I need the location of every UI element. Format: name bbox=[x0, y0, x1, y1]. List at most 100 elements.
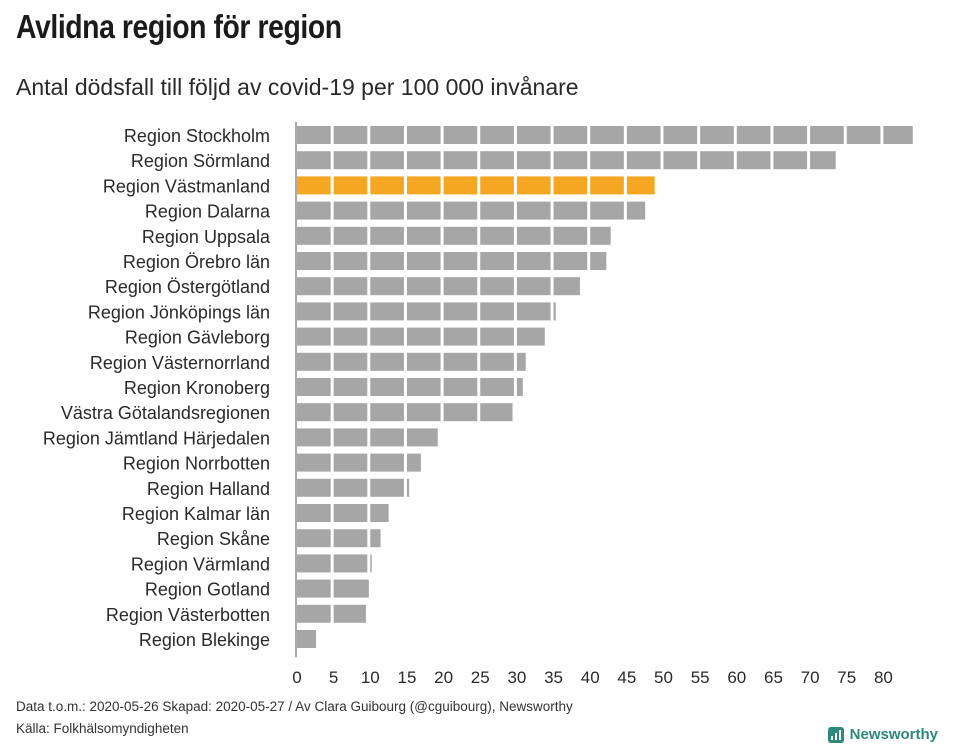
bar-segment bbox=[333, 302, 368, 321]
bar-segment bbox=[333, 529, 368, 548]
bar-segment bbox=[333, 604, 366, 623]
bar-segment bbox=[553, 302, 556, 321]
bar-segment bbox=[480, 201, 514, 220]
bar-segment bbox=[810, 151, 836, 170]
bar-segment bbox=[370, 453, 404, 472]
category-label: Region Kalmar län bbox=[122, 504, 270, 524]
bar-segment bbox=[333, 428, 368, 447]
category-label: Region Jämtland Härjedalen bbox=[43, 428, 270, 448]
x-tick-label: 45 bbox=[617, 668, 636, 687]
bar bbox=[297, 579, 369, 598]
brand-name: Newsworthy bbox=[849, 726, 938, 743]
bar-segment bbox=[406, 176, 441, 195]
bar-segment bbox=[406, 201, 441, 220]
bar-segment bbox=[333, 252, 368, 270]
bar-segment bbox=[370, 176, 404, 195]
bar-segment bbox=[333, 554, 368, 573]
bar-segment bbox=[370, 277, 404, 296]
bar-segment bbox=[553, 226, 588, 245]
bar-segment bbox=[480, 403, 513, 422]
category-label: Region Gotland bbox=[145, 580, 270, 600]
bar-segment bbox=[297, 352, 331, 371]
footer-credits: Data t.o.m.: 2020-05-26 Skapad: 2020-05-… bbox=[16, 699, 573, 714]
bar-segment bbox=[553, 252, 588, 270]
chart-subtitle: Antal dödsfall till följd av covid-19 pe… bbox=[16, 74, 579, 100]
bar-segment bbox=[590, 126, 624, 144]
bar-segment bbox=[297, 554, 331, 573]
category-label: Region Skåne bbox=[157, 529, 270, 549]
bar-segment bbox=[297, 478, 331, 497]
bar bbox=[297, 201, 646, 220]
bar-segment bbox=[297, 302, 331, 321]
bar-segment bbox=[406, 252, 441, 270]
bar-segment bbox=[883, 126, 913, 144]
brand: Newsworthy bbox=[827, 726, 938, 743]
category-label: Region Östergötland bbox=[105, 277, 270, 297]
bar-segment bbox=[443, 378, 478, 396]
bar-segment bbox=[516, 126, 551, 144]
bar-segment bbox=[443, 126, 478, 144]
bar-segment bbox=[480, 176, 514, 195]
bar-segment bbox=[736, 126, 771, 144]
bar-segment bbox=[516, 277, 551, 296]
bar-segment bbox=[297, 252, 331, 270]
x-tick-label: 15 bbox=[397, 668, 416, 687]
bar-segment bbox=[370, 151, 404, 170]
category-label: Västra Götalandsregionen bbox=[61, 403, 270, 423]
bar bbox=[297, 252, 607, 270]
bar-segment bbox=[297, 378, 331, 396]
bar-segment bbox=[370, 504, 389, 522]
bar-segment bbox=[370, 327, 404, 346]
bar-segment bbox=[333, 453, 368, 472]
bar-segment bbox=[333, 478, 368, 497]
bar-segment bbox=[516, 302, 551, 321]
bar-segment bbox=[297, 403, 331, 422]
bar-segment bbox=[443, 277, 478, 296]
bar bbox=[297, 378, 523, 396]
category-label: Region Västerbotten bbox=[106, 605, 270, 625]
bar-chart: Region Stockholm Region Sörmland Region Vä… bbox=[43, 122, 913, 687]
bar-segment bbox=[590, 252, 607, 270]
bar-segment bbox=[773, 126, 808, 144]
bar-segment bbox=[297, 453, 331, 472]
bar-segment bbox=[406, 126, 441, 144]
bar bbox=[297, 352, 526, 371]
bar-segment bbox=[516, 201, 551, 220]
x-tick-label: 80 bbox=[874, 668, 893, 687]
bar-segment bbox=[443, 403, 478, 422]
category-label: Region Halland bbox=[147, 479, 270, 499]
bar-segment bbox=[443, 201, 478, 220]
bar-segment bbox=[333, 378, 368, 396]
bar-segment bbox=[297, 176, 331, 195]
bar-segment bbox=[663, 126, 698, 144]
bar-segment bbox=[516, 352, 526, 371]
bar-segment bbox=[370, 226, 404, 245]
category-label: Region Jönköpings län bbox=[88, 302, 270, 322]
bar bbox=[297, 302, 556, 321]
bar-segment bbox=[443, 252, 478, 270]
bar-segment bbox=[297, 604, 331, 623]
bar-segment bbox=[626, 126, 661, 144]
bar-segment bbox=[333, 352, 368, 371]
bar-segment bbox=[333, 579, 369, 598]
bar-segment bbox=[773, 151, 808, 170]
bar-segment bbox=[553, 277, 580, 296]
bar-segment bbox=[333, 226, 368, 245]
bar-segment bbox=[370, 302, 404, 321]
bar-segment bbox=[370, 352, 404, 371]
bar-segment bbox=[333, 403, 368, 422]
bar-segment bbox=[297, 504, 331, 522]
category-label: Region Örebro län bbox=[123, 252, 270, 272]
bar-segment bbox=[480, 302, 514, 321]
category-label: Region Dalarna bbox=[145, 202, 271, 222]
x-tick-label: 5 bbox=[329, 668, 338, 687]
bar-segment bbox=[553, 151, 588, 170]
category-label: Region Sörmland bbox=[131, 151, 270, 171]
bar-segment bbox=[406, 428, 438, 447]
x-tick-label: 10 bbox=[361, 668, 380, 687]
category-label: Region Värmland bbox=[131, 554, 270, 574]
bar-segment bbox=[370, 252, 404, 270]
bar-segment bbox=[443, 176, 478, 195]
chart-title: Avlidna region för region bbox=[16, 8, 342, 45]
bar-segment bbox=[810, 126, 844, 144]
